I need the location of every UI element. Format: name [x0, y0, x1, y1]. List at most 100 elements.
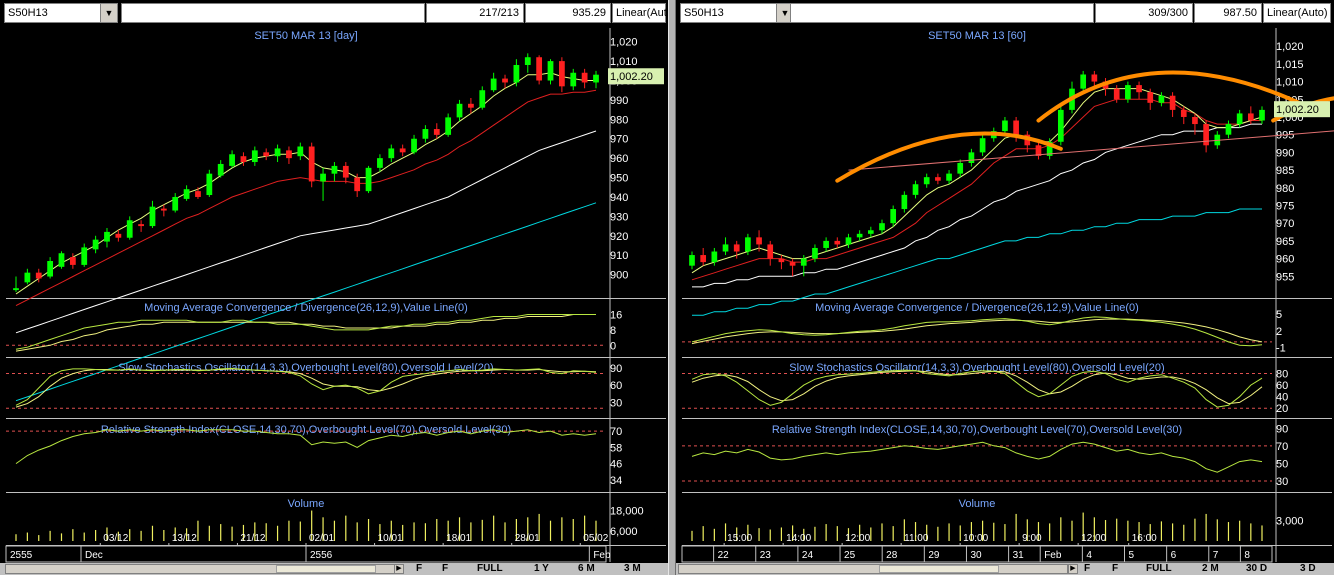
left-chart-title: SET50 MAR 13 [day]	[254, 30, 357, 42]
right-candle-body	[867, 230, 874, 234]
left-price-tick-label: 910	[610, 250, 628, 262]
left-last-price-tag	[608, 68, 664, 85]
left-price-tick-label: 900	[610, 270, 628, 282]
right-candle-body	[1203, 124, 1209, 146]
left-candle-body	[445, 117, 452, 135]
right-range-2m[interactable]: 2 M	[1202, 563, 1219, 574]
right-price-tick-label: 975	[1276, 200, 1294, 212]
left-symbol-value: S50H13	[8, 7, 48, 19]
right-range-30d[interactable]: 30 D	[1246, 563, 1268, 574]
left-range-6m[interactable]: 6 M	[578, 563, 595, 574]
panel-divider[interactable]	[668, 0, 676, 575]
left-rsi-tick-label: 46	[610, 459, 622, 471]
left-symbol-select[interactable]: S50H13 ▼	[4, 3, 118, 23]
left-candle-body	[411, 138, 417, 153]
left-candle-body	[354, 177, 361, 192]
left-range-f1[interactable]: F	[416, 563, 423, 574]
right-candle-body	[968, 152, 975, 163]
right-candle-body	[1002, 120, 1008, 132]
left-scale-mode-box[interactable]: Linear(Auto)	[612, 3, 677, 23]
right-date-label: 28	[886, 550, 898, 561]
right-price-tick-label: 1,020	[1276, 41, 1304, 53]
right-candle-body	[1113, 88, 1120, 100]
right-scale-mode-box[interactable]: Linear(Auto)	[1263, 3, 1331, 23]
left-candle-body	[104, 231, 110, 242]
right-symbol-value: S50H13	[684, 7, 724, 19]
right-range-full[interactable]: FULL	[1146, 563, 1172, 574]
left-range-3m[interactable]: 3 M	[624, 563, 641, 574]
right-info-count-box: 309/300	[1095, 3, 1193, 23]
right-price-tick-label: 960	[1276, 254, 1294, 266]
right-chart-panel: S50H13 ▼ 309/300 987.50 Linear(Auto) SET…	[676, 0, 1334, 575]
right-date-label: 4	[1086, 550, 1092, 561]
right-info-count: 309/300	[1148, 7, 1188, 19]
right-x-tick-label: 11:00	[904, 533, 929, 544]
right-candle-body	[1125, 85, 1131, 100]
left-ema-fast-line	[15, 72, 596, 295]
left-scroll-thumb[interactable]	[276, 565, 376, 573]
right-info-price-box: 987.50	[1194, 3, 1262, 23]
right-bottom-bar: ▶ F F FULL 2 M 30 D 3 D	[676, 563, 1334, 575]
left-chart-svg: SET50 MAR 13 [day]1,0201,0101,0009909809…	[5, 28, 666, 563]
left-info-count: 217/213	[479, 7, 519, 19]
scroll-right-icon[interactable]: ▶	[394, 564, 404, 574]
right-price-tick-label: 965	[1276, 236, 1294, 248]
right-x-tick-label: 15:00	[727, 533, 752, 544]
left-range-full[interactable]: FULL	[477, 563, 503, 574]
right-candle-body	[1035, 145, 1042, 156]
left-candle-body	[58, 253, 65, 267]
left-candle-body	[479, 90, 486, 108]
right-date-label: 24	[802, 550, 814, 561]
right-x-tick-label: 14:00	[786, 533, 811, 544]
right-info-price: 987.50	[1223, 7, 1257, 19]
right-candle-body	[767, 244, 774, 259]
left-ema-mid-line	[15, 89, 597, 307]
right-date-label: 29	[928, 550, 940, 561]
right-candle-body	[1192, 116, 1198, 125]
left-chart-panel: S50H13 ▼ 217/213 935.29 Linear(Auto) SET…	[0, 0, 677, 575]
left-stoch-label: Slow Stochastics Oscillator(14,3,3),Over…	[118, 362, 493, 374]
right-toolbar: S50H13 ▼ 309/300 987.50 Linear(Auto)	[676, 0, 1334, 26]
left-info-price-box: 935.29	[525, 3, 611, 23]
right-candle-body	[1136, 85, 1142, 93]
right-ema-mid-line	[691, 98, 1262, 281]
right-scroll-thumb[interactable]	[879, 565, 999, 573]
right-range-3d[interactable]: 3 D	[1300, 563, 1316, 574]
left-ema-slow-line	[15, 130, 597, 334]
right-macd-line	[691, 316, 1263, 347]
right-macd-tick-label: -1	[1276, 342, 1286, 354]
left-x-tick-label: 05/02	[583, 533, 608, 544]
right-volume-label: Volume	[959, 498, 996, 510]
left-range-f2[interactable]: F	[442, 563, 449, 574]
right-range-f2[interactable]: F	[1112, 563, 1119, 574]
chevron-down-icon[interactable]: ▼	[776, 4, 793, 22]
left-macd-tick-label: 0	[610, 340, 616, 352]
left-ema-longest-line	[15, 202, 597, 402]
right-stoch-label: Slow Stochastics Oscillator(14,3,3),Over…	[789, 362, 1164, 374]
left-scrollbar[interactable]	[5, 564, 395, 574]
left-info-price: 935.29	[572, 7, 606, 19]
right-range-f1[interactable]: F	[1084, 563, 1091, 574]
left-price-tick-label: 980	[610, 114, 628, 126]
right-candle-body	[1236, 113, 1243, 125]
left-candle-body	[251, 150, 258, 163]
right-ema-slow-line	[692, 123, 1262, 288]
chevron-down-icon[interactable]: ▼	[100, 4, 117, 22]
right-candle-body	[722, 244, 729, 252]
right-x-tick-label: 16:00	[1132, 533, 1157, 544]
right-scrollbar[interactable]	[678, 564, 1068, 574]
left-candle-body	[92, 239, 99, 250]
left-info-count-box: 217/213	[426, 3, 524, 23]
right-neckline	[848, 130, 1334, 171]
right-ema-fast-line	[691, 88, 1263, 274]
left-scale-mode: Linear(Auto)	[616, 7, 677, 19]
left-candle-body	[320, 173, 326, 182]
left-range-1y[interactable]: 1 Y	[534, 563, 549, 574]
left-candle-body	[558, 61, 565, 87]
left-candle-body	[286, 150, 292, 159]
scroll-right-icon[interactable]: ▶	[1068, 564, 1078, 574]
right-candle-body	[1013, 120, 1019, 135]
right-candle-body	[1057, 109, 1064, 142]
right-date-label: 31	[1013, 550, 1025, 561]
